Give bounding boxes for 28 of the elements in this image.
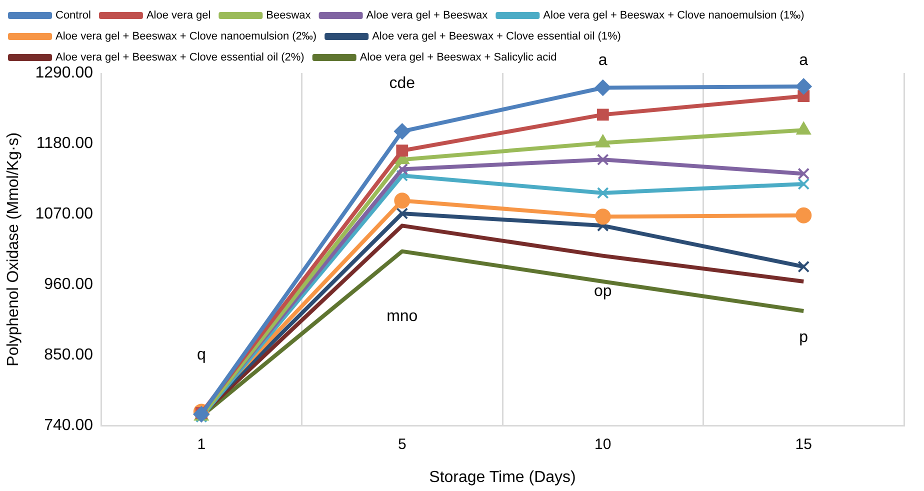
legend-label: Beeswax: [266, 10, 312, 22]
legend-label: Aloe vera gel: [146, 10, 211, 22]
legend-label: Aloe vera gel + Beeswax + Clove essential oil (1%): [372, 30, 621, 43]
annotation: mno: [386, 308, 418, 325]
x-axis-title: Storage Time (Days): [429, 468, 576, 486]
legend-label: Aloe vera gel + Beeswax: [366, 10, 488, 22]
x-tick-label: 1: [197, 436, 206, 453]
legend-label: Control: [56, 10, 91, 22]
legend-label: Aloe vera gel + Beeswax + Clove nanoemulsion (2‰): [56, 30, 317, 43]
legend-label: Aloe vera gel + Beeswax + Clove nanoemulsion (1‰): [543, 10, 804, 22]
annotation: q: [196, 346, 206, 364]
x-tick-label: 15: [795, 436, 812, 453]
y-tick-label: 850.00: [44, 346, 94, 364]
text: a: [598, 52, 608, 70]
legend-label: Aloe vera gel + Beeswax + Clove essential oil (2%): [56, 52, 304, 64]
annotation: cde: [389, 74, 416, 92]
annotation: p: [799, 329, 808, 346]
x-tick-label: 10: [594, 436, 612, 453]
annotation: op: [594, 283, 612, 300]
x-tick-label: 5: [398, 436, 406, 453]
legend-label: Aloe vera gel + Beeswax + Salicylic acid: [360, 52, 557, 64]
y-tick-label: 960.00: [44, 276, 94, 294]
y-tick-label: 740.00: [44, 417, 94, 434]
y-tick-label: 1070.00: [35, 206, 94, 223]
y-axis-title: Polyphenol Oxidase (Mmol/Kg·s): [5, 132, 22, 366]
y-tick-label: 1180.00: [36, 134, 94, 152]
text: a: [799, 52, 808, 70]
y-tick-label: 1290.00: [35, 64, 94, 82]
